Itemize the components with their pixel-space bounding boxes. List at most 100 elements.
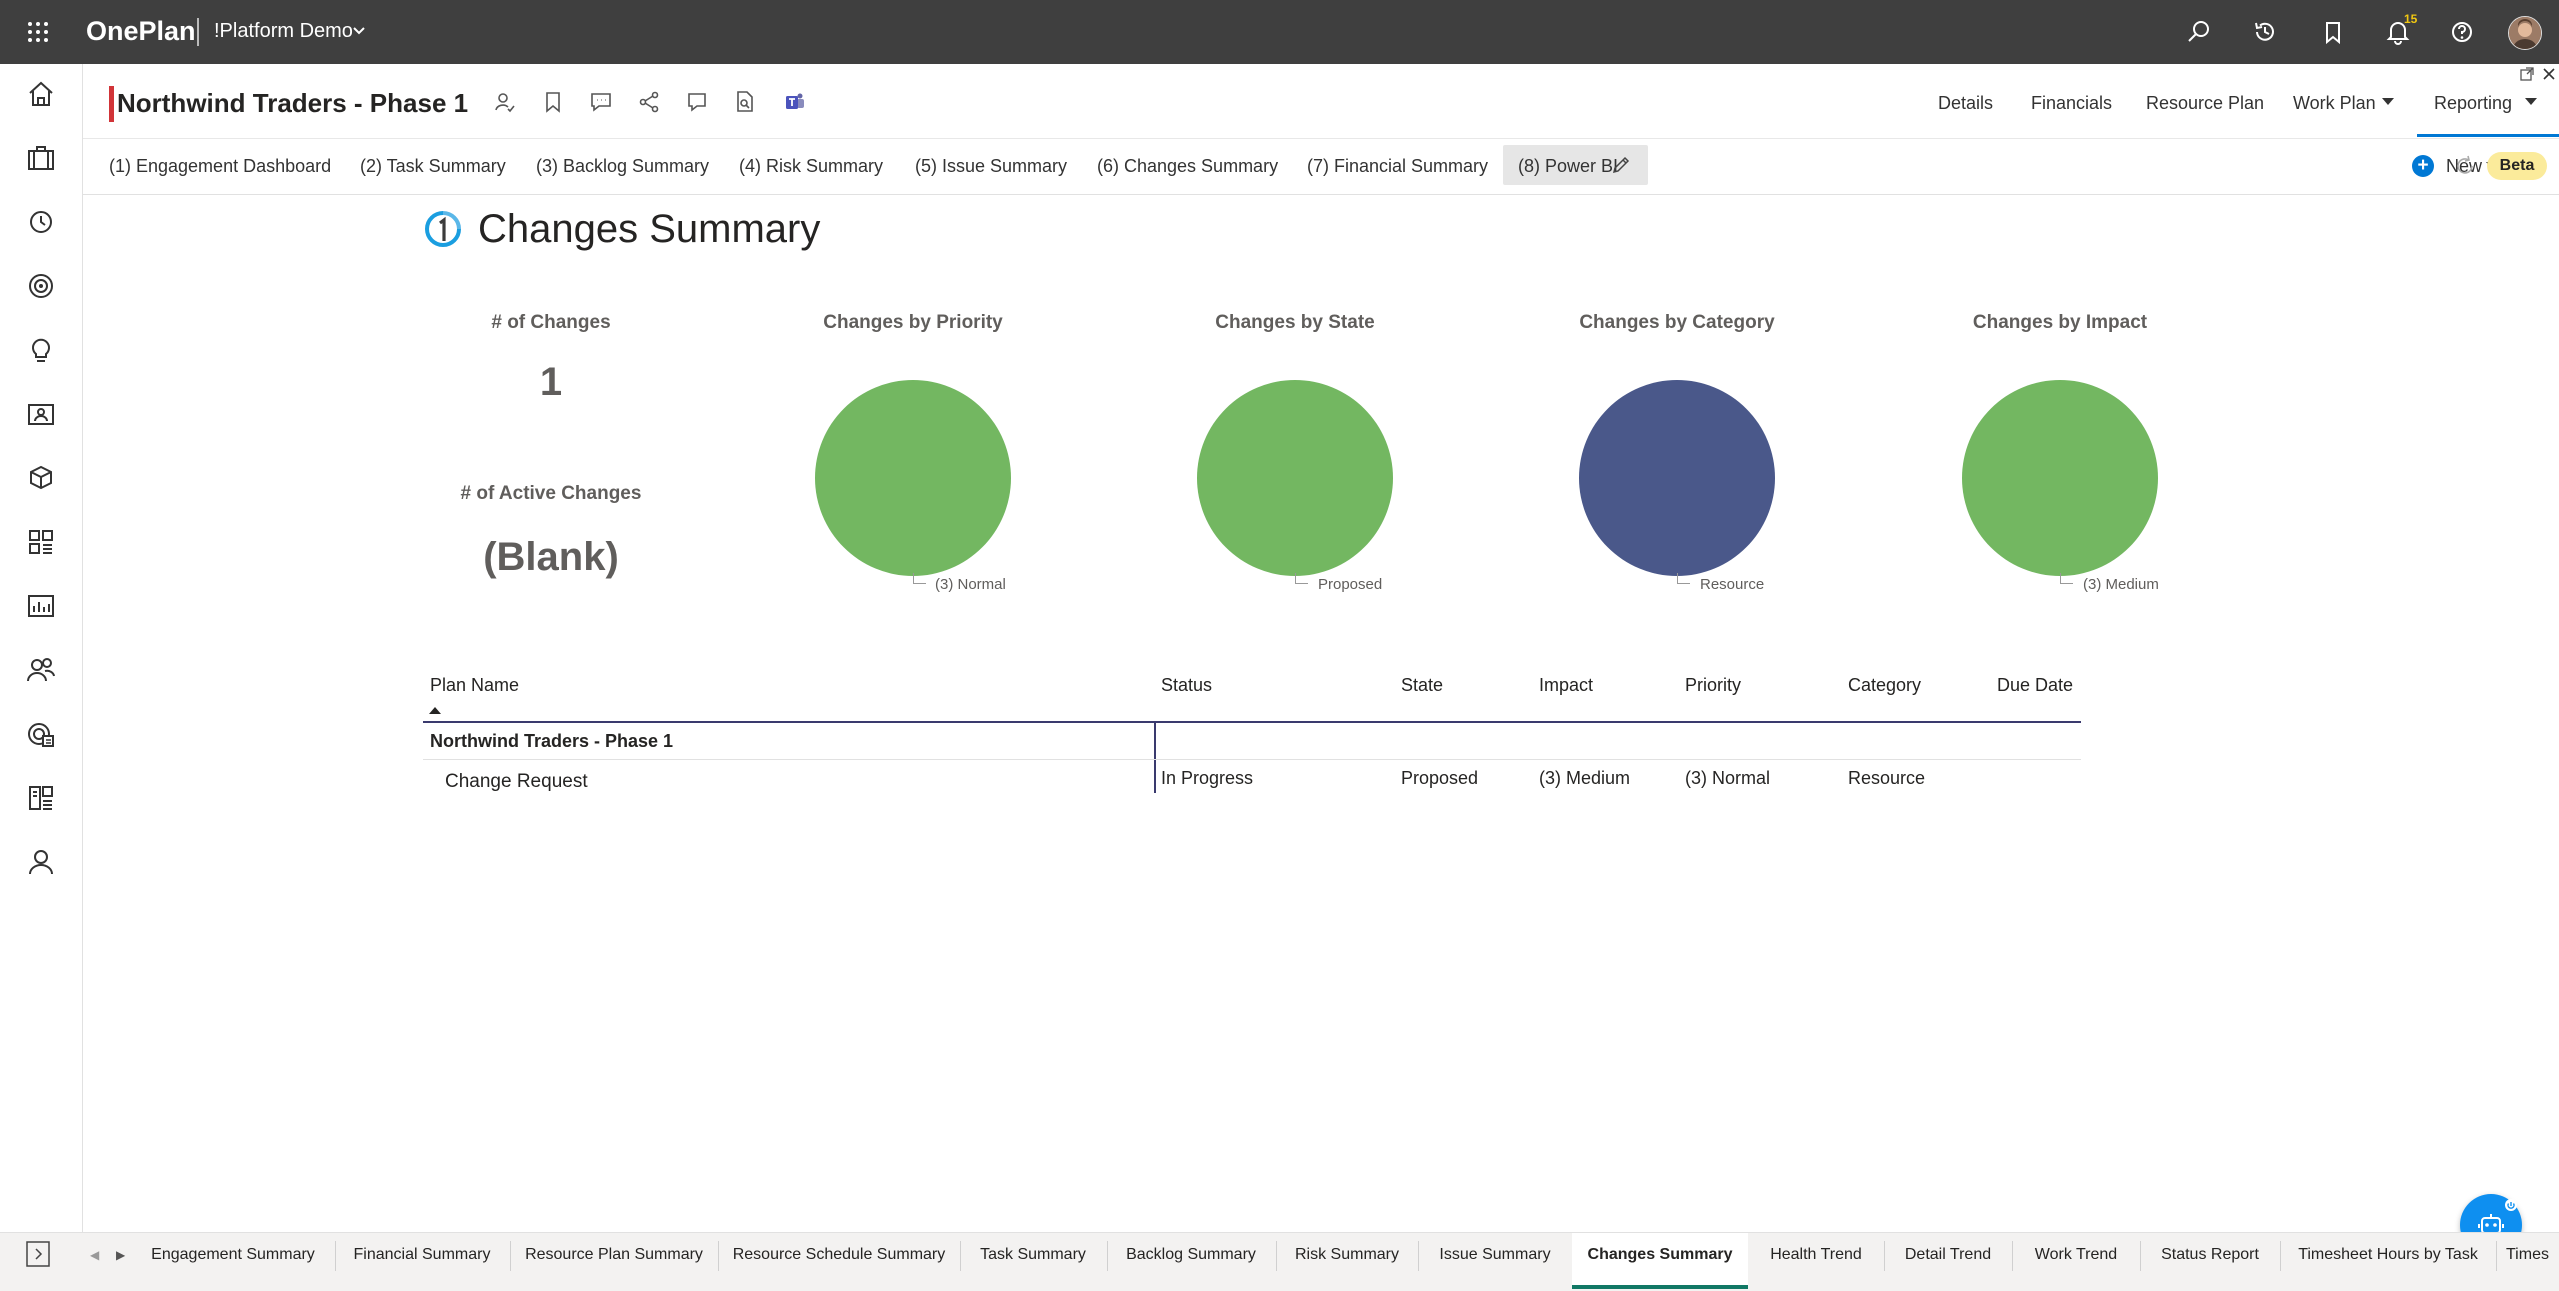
cell-impact[interactable]: (3) Medium: [1539, 768, 1631, 788]
cell-priority[interactable]: (3) Normal: [1685, 768, 1771, 788]
idea-icon[interactable]: [25, 334, 57, 366]
help-icon[interactable]: [2449, 19, 2475, 45]
col-header-priority[interactable]: Priority: [1685, 675, 1742, 695]
pie-slice-category-resource[interactable]: [1579, 380, 1775, 576]
search-icon[interactable]: [2186, 19, 2212, 45]
pie-slice-priority-normal[interactable]: [815, 380, 1011, 576]
nav-details[interactable]: Details: [1938, 93, 1994, 113]
resource-card-icon[interactable]: [25, 398, 57, 430]
people-icon[interactable]: [25, 654, 57, 686]
sort-ascending-icon[interactable]: [429, 707, 441, 714]
nav-financials[interactable]: Financials: [2031, 93, 2113, 113]
cell-status[interactable]: In Progress: [1161, 768, 1254, 788]
bookmark-icon[interactable]: [2320, 19, 2346, 45]
expand-panel-icon[interactable]: [25, 1240, 51, 1268]
page-tab-resource-plan-summary[interactable]: Resource Plan Summary: [525, 1246, 703, 1263]
col-header-state[interactable]: State: [1401, 675, 1444, 695]
chevron-down-icon[interactable]: [2525, 98, 2537, 106]
new-button[interactable]: + New: [2412, 154, 2504, 180]
col-header-impact[interactable]: Impact: [1539, 675, 1594, 695]
page-tab-resource-schedule-summary[interactable]: Resource Schedule Summary: [732, 1246, 946, 1263]
chat-icon[interactable]: [685, 90, 709, 114]
scroll-right-icon[interactable]: ▶: [116, 1248, 126, 1262]
page-tab-financial-summary[interactable]: Financial Summary: [353, 1246, 491, 1263]
portfolio-icon[interactable]: [25, 142, 57, 174]
bookmark-icon[interactable]: [541, 90, 565, 114]
history-icon[interactable]: [2252, 19, 2278, 45]
tab-risk-summary[interactable]: (4) Risk Summary: [739, 156, 884, 176]
refresh-icon[interactable]: [2453, 154, 2477, 178]
page-tab-divider: [1884, 1241, 1885, 1271]
table-group-row[interactable]: Northwind Traders - Phase 1: [430, 731, 674, 751]
nav-work-plan[interactable]: Work Plan: [2293, 93, 2376, 113]
tab-financial-summary[interactable]: (7) Financial Summary: [1307, 156, 1489, 176]
page-tab-health-trend[interactable]: Health Trend: [1770, 1246, 1862, 1263]
edit-pencil-icon[interactable]: [1611, 155, 1631, 175]
chevron-down-icon[interactable]: [2382, 98, 2394, 106]
table-row-divider: [423, 759, 2081, 760]
close-icon[interactable]: [2541, 66, 2557, 82]
page-tab-detail-trend[interactable]: Detail Trend: [1904, 1246, 1992, 1263]
cell-category[interactable]: Resource: [1848, 768, 1926, 788]
chevron-down-icon[interactable]: [352, 26, 366, 36]
user-icon[interactable]: [25, 846, 57, 878]
page-tab-timesheet-hours-by-task[interactable]: Timesheet Hours by Task: [2298, 1246, 2478, 1263]
pie-slice-impact-medium[interactable]: [1962, 380, 2158, 576]
page-tab-divider: [1276, 1241, 1277, 1271]
cell-state[interactable]: Proposed: [1401, 768, 1479, 788]
plan-accent-bar: [109, 86, 114, 122]
scroll-left-icon[interactable]: ◀: [90, 1248, 100, 1262]
avatar-image: [2509, 17, 2541, 49]
user-avatar[interactable]: [2508, 16, 2542, 50]
reports-icon[interactable]: [25, 590, 57, 622]
col-header-status[interactable]: Status: [1161, 675, 1213, 695]
tab-engagement-dashboard[interactable]: (1) Engagement Dashboard: [109, 156, 332, 176]
brand-separator: [197, 18, 199, 46]
home-icon[interactable]: [25, 78, 57, 110]
teams-icon[interactable]: [783, 90, 807, 114]
resource-planner-icon[interactable]: [25, 718, 57, 750]
nav-resource-plan[interactable]: Resource Plan: [2146, 93, 2265, 113]
org-switcher[interactable]: !Platform Demo: [214, 20, 353, 42]
share-icon[interactable]: [637, 90, 661, 114]
nav-reporting[interactable]: Reporting: [2434, 93, 2513, 113]
chart-priority-title: Changes by Priority: [823, 312, 1003, 333]
bell-icon[interactable]: [2385, 19, 2411, 45]
page-tab-risk-summary[interactable]: Risk Summary: [1294, 1246, 1399, 1263]
dashboard-icon[interactable]: [25, 526, 57, 558]
page-tab-changes-summary[interactable]: Changes Summary: [1587, 1246, 1733, 1263]
timesheet-icon[interactable]: [25, 206, 57, 238]
tab-task-summary[interactable]: (2) Task Summary: [360, 156, 506, 176]
tab-changes-summary[interactable]: (6) Changes Summary: [1097, 156, 1279, 176]
tab-backlog-summary[interactable]: (3) Backlog Summary: [536, 156, 710, 176]
nav-reporting-underline: [2417, 134, 2559, 137]
target-icon[interactable]: [25, 270, 57, 302]
changes-count-title: # of Changes: [491, 312, 611, 333]
col-header-category[interactable]: Category: [1848, 675, 1922, 695]
tab-power-bi[interactable]: (8) Power BI: [1518, 156, 1619, 176]
page-tab-status-report[interactable]: Status Report: [2161, 1246, 2259, 1263]
page-tab-timesheet-truncated[interactable]: Times: [2506, 1246, 2549, 1263]
packages-icon[interactable]: [25, 462, 57, 494]
page-tab-issue-summary[interactable]: Issue Summary: [1439, 1246, 1551, 1263]
comments-icon[interactable]: [589, 90, 613, 114]
assign-user-icon[interactable]: [493, 90, 517, 114]
page-tab-task-summary[interactable]: Task Summary: [980, 1246, 1086, 1263]
pie-slice-state-proposed[interactable]: [1197, 380, 1393, 576]
col-header-plan-name[interactable]: Plan Name: [430, 675, 520, 695]
cell-plan-name[interactable]: Change Request: [445, 771, 588, 792]
app-launcher-icon[interactable]: [26, 20, 50, 44]
page-tab-divider: [2140, 1241, 2141, 1271]
document-search-icon[interactable]: [733, 90, 757, 114]
page-tab-work-trend[interactable]: Work Trend: [2034, 1246, 2118, 1263]
col-header-due-date[interactable]: Due Date: [1997, 675, 2074, 695]
new-button-label: New: [2446, 156, 2483, 176]
popout-icon[interactable]: [2519, 66, 2535, 82]
page-tab-backlog-summary[interactable]: Backlog Summary: [1126, 1246, 1256, 1263]
tab-issue-summary[interactable]: (5) Issue Summary: [915, 156, 1068, 176]
boards-icon[interactable]: [25, 782, 57, 814]
chart-impact-title: Changes by Impact: [1972, 312, 2148, 333]
app-brand[interactable]: OnePlan: [86, 16, 196, 46]
page-tab-engagement-summary[interactable]: Engagement Summary: [151, 1246, 315, 1263]
page-tab-divider: [1107, 1241, 1108, 1271]
